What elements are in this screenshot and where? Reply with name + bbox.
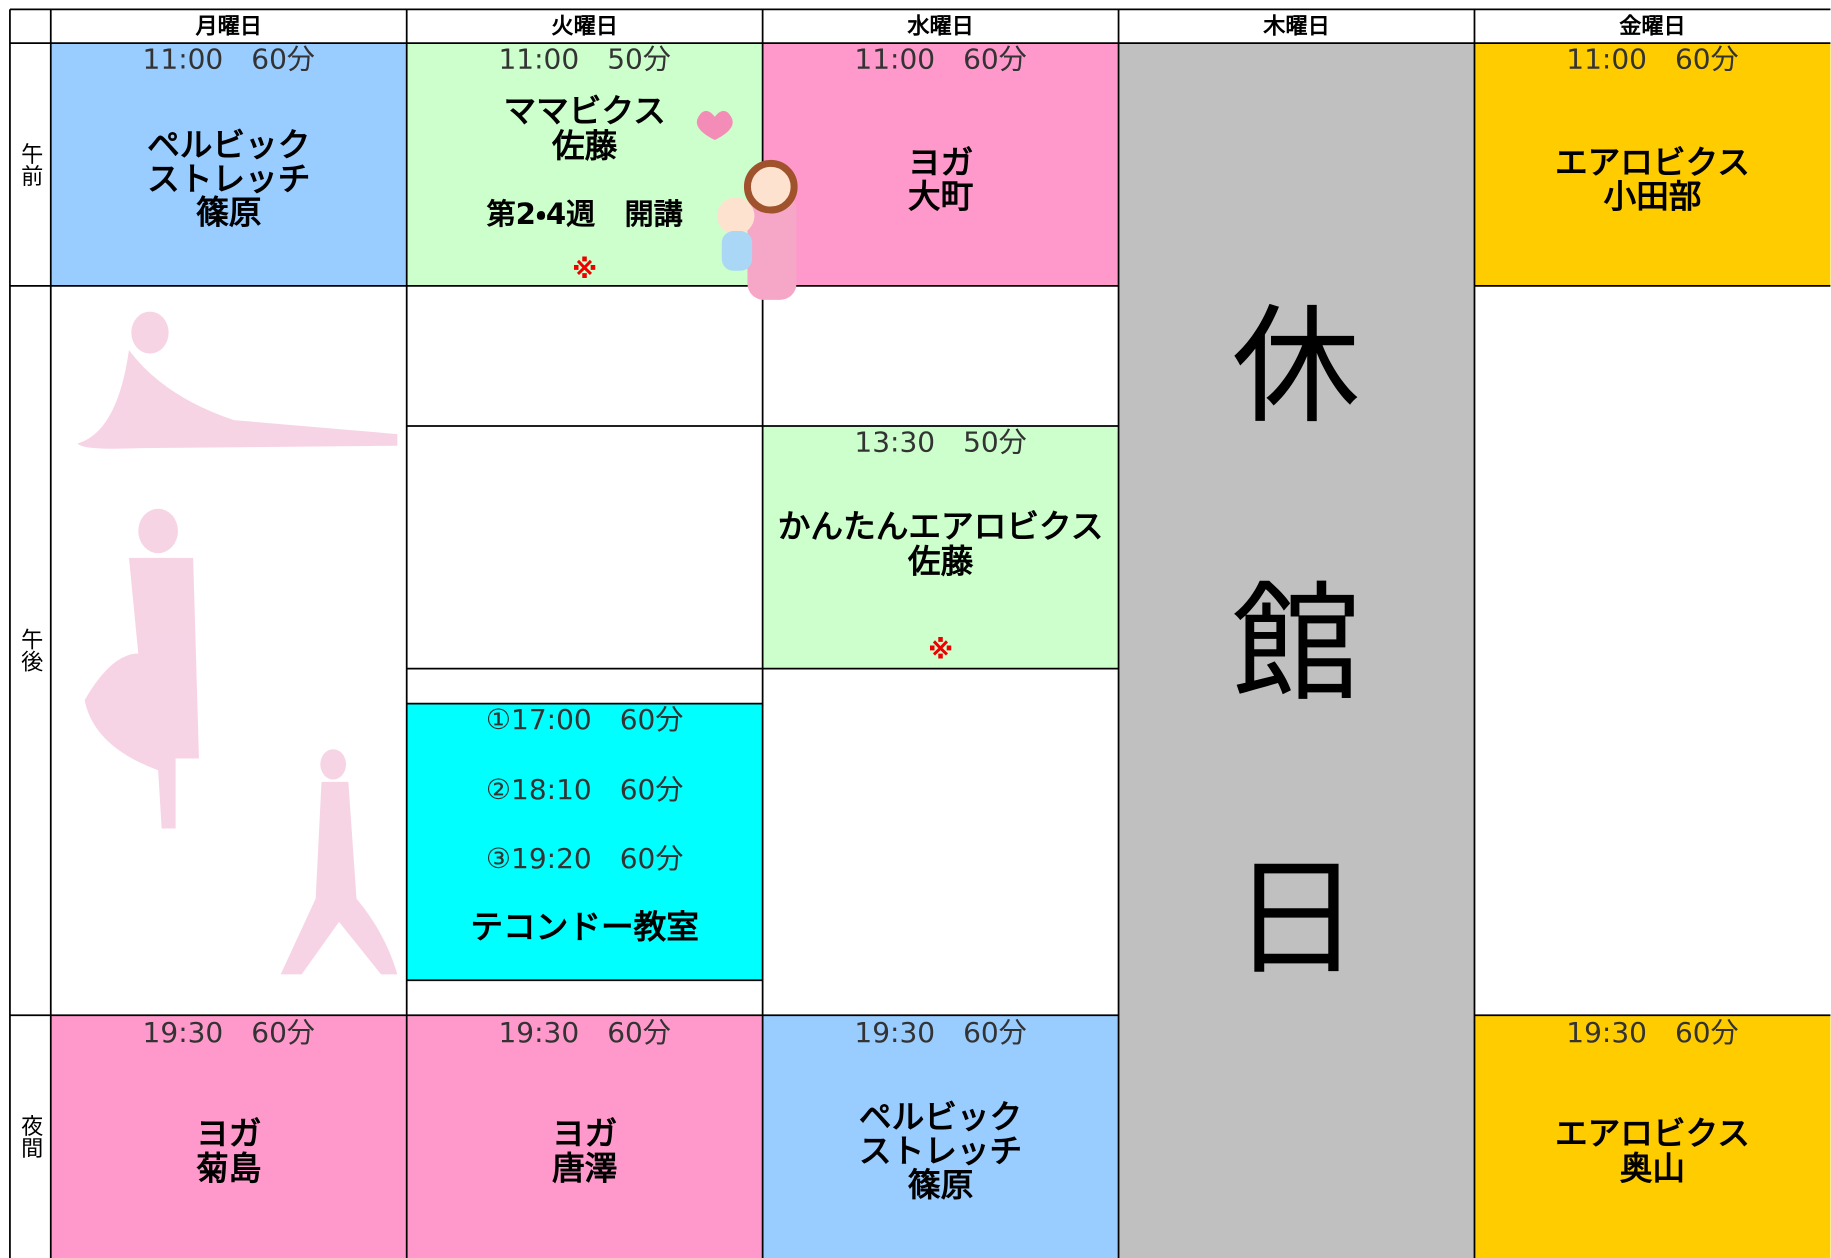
class-cell xyxy=(762,43,1119,286)
class-time: 11:00 60分 xyxy=(854,43,1026,76)
class-cell xyxy=(1474,1015,1831,1258)
class-cell xyxy=(50,43,407,286)
day-header: 水曜日 xyxy=(906,13,973,39)
class-name: ヨガ xyxy=(908,144,973,182)
class-name: 奥山 xyxy=(1620,1149,1685,1187)
closed-label: 日 xyxy=(1232,845,1360,994)
closed-column xyxy=(1118,43,1475,1258)
class-name: テコンドー教室 xyxy=(470,908,699,946)
closed-label: 館 xyxy=(1232,571,1360,720)
class-name: 菊島 xyxy=(196,1149,261,1187)
class-name: ペルビック xyxy=(147,126,310,164)
class-time: 11:00 50分 xyxy=(498,43,670,76)
class-time: ②18:10 60分 xyxy=(486,773,683,806)
class-time: 19:30 60分 xyxy=(143,1016,315,1049)
class-name: エアロビクス xyxy=(1555,144,1750,182)
class-cell xyxy=(50,1015,407,1258)
cell-backgrounds xyxy=(77,43,1475,1258)
class-name: 篠原 xyxy=(196,194,262,232)
class-schedule: 第2・4週 開講 xyxy=(487,197,683,231)
class-cell xyxy=(1474,43,1831,286)
class-cell xyxy=(762,1015,1119,1258)
class-time: 11:00 60分 xyxy=(143,43,315,76)
class-time: 19:30 60分 xyxy=(1566,1016,1738,1049)
class-name: 佐藤 xyxy=(907,543,974,581)
class-name: 大町 xyxy=(908,177,974,215)
class-time: ③19:20 60分 xyxy=(486,842,683,875)
class-cell xyxy=(762,425,1119,669)
class-name: ヨガ xyxy=(552,1114,617,1152)
class-name: ストレッチ xyxy=(859,1132,1022,1170)
period-label: 午後 xyxy=(17,628,43,673)
yoga-silhouettes xyxy=(77,311,398,975)
class-time: 11:00 60分 xyxy=(1566,43,1738,76)
class-cell xyxy=(406,1015,763,1258)
class-note: ※ xyxy=(572,255,597,285)
grid xyxy=(9,8,1831,1258)
day-header: 月曜日 xyxy=(195,13,262,39)
class-time: 19:30 60分 xyxy=(854,1016,1026,1049)
period-label: 夜間 xyxy=(17,1114,43,1159)
class-name: 佐藤 xyxy=(551,127,618,165)
class-name: ペルビック xyxy=(859,1098,1022,1136)
class-cell xyxy=(406,43,763,286)
class-name: 小田部 xyxy=(1603,177,1701,215)
day-header: 木曜日 xyxy=(1262,13,1329,39)
day-header: 金曜日 xyxy=(1619,13,1685,39)
class-name: かんたんエアロビクス xyxy=(778,508,1104,546)
class-name: エアロビクス xyxy=(1555,1114,1750,1152)
mother-baby-illustration xyxy=(696,110,798,300)
class-time: 19:30 60分 xyxy=(498,1016,670,1049)
day-header: 火曜日 xyxy=(551,13,617,39)
class-name: 唐澤 xyxy=(552,1149,617,1187)
class-name: ストレッチ xyxy=(147,160,310,198)
class-name: ママビクス xyxy=(504,92,666,130)
class-cell xyxy=(406,703,763,981)
class-time: 13:30 50分 xyxy=(854,425,1026,458)
closed-label: 休 xyxy=(1232,293,1360,442)
class-name: 篠原 xyxy=(908,1166,974,1204)
class-time: ①17:00 60分 xyxy=(486,703,683,736)
class-note: ※ xyxy=(928,636,953,666)
period-label: 午前 xyxy=(17,142,43,187)
class-name: ヨガ xyxy=(196,1114,261,1152)
